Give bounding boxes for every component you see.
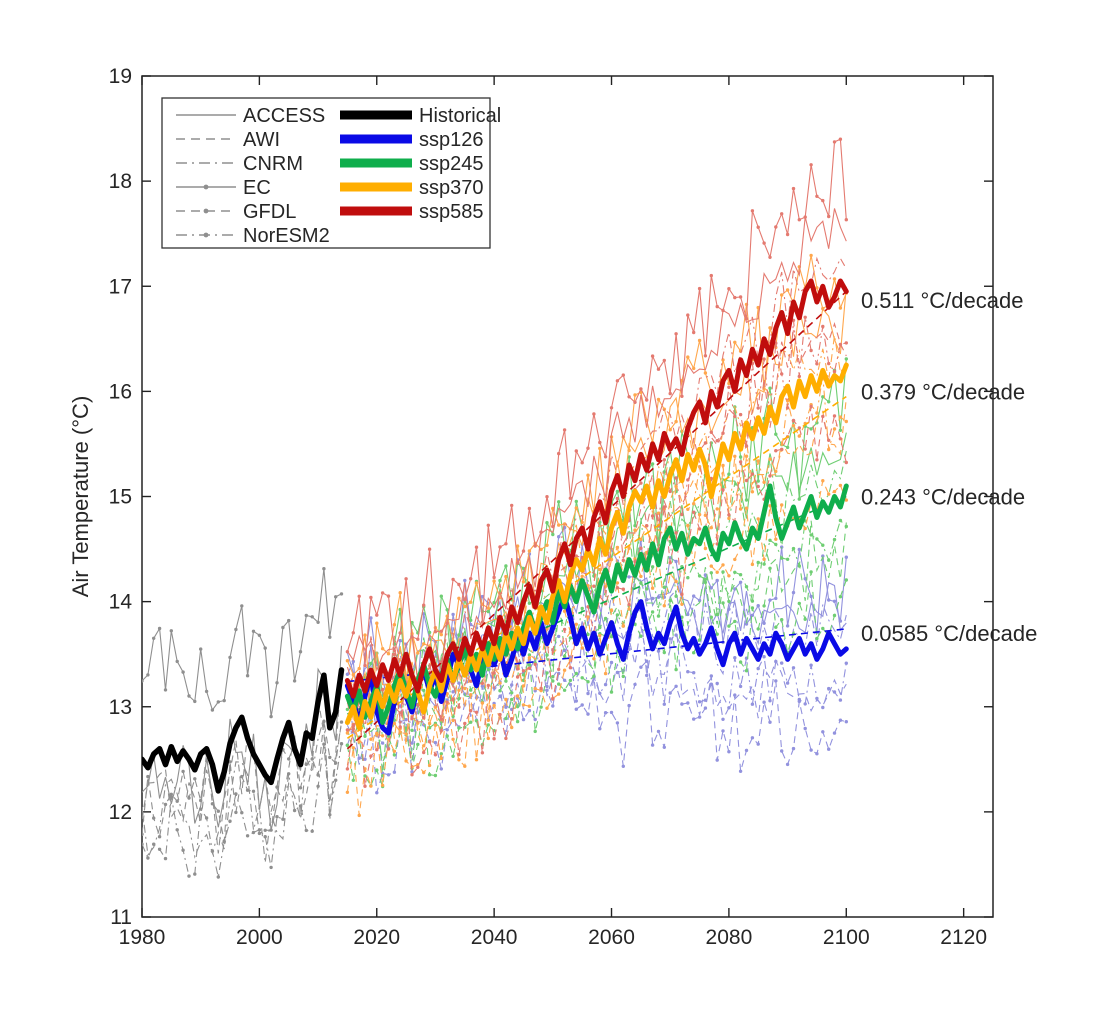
legend-model-CNRM: CNRM (176, 153, 303, 175)
legend-scenario-ssp245: ssp245 (340, 153, 484, 175)
legend-model-ACCESS: ACCESS (176, 105, 325, 127)
member-NorESM2-historical (142, 742, 344, 879)
legend-model-GFDL: GFDL (176, 201, 296, 223)
legend-color-swatch (340, 134, 412, 144)
legend-model-label: ACCESS (243, 105, 325, 127)
y-tick-label: 15 (109, 486, 132, 509)
member-AWI-ssp126 (346, 621, 847, 769)
legend-scenario-label: ssp585 (419, 201, 484, 223)
annotation-ssp370: 0.379 °C/decade (861, 379, 1025, 404)
member-markers (345, 479, 848, 818)
annotation-ssp245: 0.243 °C/decade (861, 485, 1025, 510)
annotation-ssp126: 0.0585 °C/decade (861, 621, 1037, 646)
member-GFDL-historical (142, 719, 344, 843)
y-tick-label: 12 (109, 801, 132, 824)
series-ssp370_mean (344, 362, 849, 731)
y-tick-label: 11 (110, 906, 132, 929)
series-ssp585_mean (344, 278, 849, 699)
member-AWI-ssp245 (346, 520, 847, 765)
x-tick-label: 2000 (236, 926, 283, 949)
legend-color-swatch (340, 182, 412, 192)
legend-color-swatch (340, 110, 412, 120)
member-EC-ssp585 (345, 137, 848, 668)
member-AWI-ssp585 (346, 321, 847, 733)
legend-model-AWI: AWI (176, 129, 280, 151)
legend-model-EC: EC (176, 177, 271, 199)
legend-scenario-label: ssp126 (419, 129, 484, 151)
legend-model-label: GFDL (243, 201, 296, 223)
plot-frame (141, 75, 994, 918)
y-axis-label: Air Temperature (°C) (68, 396, 93, 598)
annotation-ssp585: 0.511 °C/decade (861, 288, 1024, 313)
member-markers (142, 567, 344, 719)
member-EC-historical (142, 567, 344, 719)
plot-area (142, 137, 849, 879)
legend-model-label: EC (243, 177, 271, 199)
trend-annotations: 0.511 °C/decade 0.379 °C/decade 0.243 °C/d… (861, 288, 1037, 646)
x-tick-label: 2060 (588, 926, 635, 949)
legend-marker-sample (203, 184, 209, 190)
y-tick-label: 13 (109, 696, 132, 719)
legend-model-label: CNRM (243, 153, 303, 175)
member-markers (142, 719, 344, 843)
x-tick-label: 2100 (823, 926, 870, 949)
member-CNRM-ssp585 (346, 256, 847, 701)
legend-color-swatch (340, 206, 412, 216)
member-markers (345, 137, 848, 668)
y-tick-label: 16 (109, 380, 132, 403)
y-tick-label: 17 (109, 275, 132, 298)
trend-line-ssp585 (346, 290, 847, 750)
legend-marker-sample (203, 208, 209, 214)
x-tick-label: 1980 (119, 926, 166, 949)
member-AWI-historical (142, 667, 343, 854)
y-tick-label: 14 (109, 591, 133, 614)
member-GFDL-ssp585 (345, 404, 848, 788)
legend-box (161, 97, 491, 249)
member-GFDL-ssp370 (345, 478, 848, 818)
member-markers (142, 742, 344, 879)
axes: 1980 2000 2020 2040 2060 2080 2100 2120 11 12 13 14… (68, 65, 993, 949)
legend-model-label: NorESM2 (243, 225, 330, 247)
legend-scenario-ssp370: ssp370 (340, 177, 484, 199)
x-tick-label: 2120 (940, 926, 987, 949)
legend-marker-sample (203, 232, 209, 238)
member-ACCESS-ssp585 (346, 208, 847, 682)
member-AWI-ssp370 (346, 398, 847, 766)
legend-scenario-ssp585: ssp585 (340, 201, 484, 223)
x-tick-label: 2080 (706, 926, 753, 949)
y-tick-label: 19 (109, 65, 132, 88)
series-historical_mean (142, 667, 345, 794)
legend-scenario-label: Historical (419, 105, 501, 127)
legend-scenario-Historical: Historical (340, 105, 501, 127)
legend-model-label: AWI (243, 129, 280, 151)
legend-color-swatch (340, 158, 412, 168)
y-tick-label: 18 (109, 170, 132, 193)
legend-model-NorESM2: NorESM2 (176, 225, 330, 247)
x-tick-label: 2020 (353, 926, 400, 949)
x-tick-label: 2040 (471, 926, 518, 949)
member-markers (345, 404, 848, 788)
legend-scenario-label: ssp370 (419, 177, 484, 199)
legend-scenario-ssp126: ssp126 (340, 129, 484, 151)
legend-scenario-label: ssp245 (419, 153, 484, 175)
